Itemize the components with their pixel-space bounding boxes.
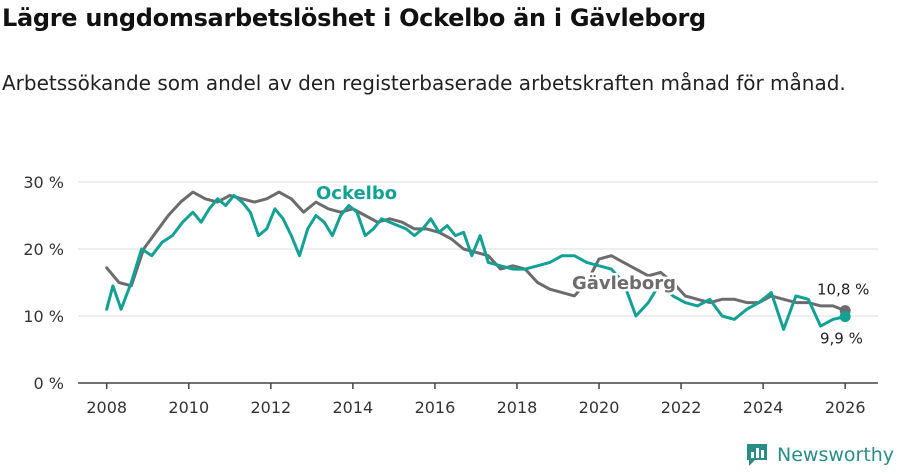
series-label-gavleborg: Gävleborg <box>572 273 676 294</box>
y-tick-label: 0 % <box>34 374 64 393</box>
x-tick-label: 2024 <box>743 398 784 417</box>
end-marker-ockelbo <box>839 311 851 323</box>
line-chart: 0 % 10 % 20 % 30 % 2008 2010 2012 2014 2016 2018 2… <box>23 173 878 417</box>
chart-title: Lägre ungdomsarbetslöshet i Ockelbo än i… <box>2 4 706 32</box>
y-tick-label: 30 % <box>23 173 64 192</box>
x-tick-label: 2010 <box>168 398 209 417</box>
x-tick-label: 2012 <box>250 398 291 417</box>
brand-logo: Newsworthy <box>745 442 894 468</box>
x-tick-label: 2008 <box>86 398 127 417</box>
y-tick-label: 10 % <box>23 307 64 326</box>
x-tick-label: 2022 <box>661 398 702 417</box>
x-tick-label: 2014 <box>333 398 374 417</box>
brand-name: Newsworthy <box>777 444 895 466</box>
x-tick-label: 2026 <box>825 398 866 417</box>
end-value-gavleborg: 10,8 % <box>817 281 869 299</box>
y-tick-label: 20 % <box>23 240 64 259</box>
x-tick-label: 2018 <box>497 398 538 417</box>
x-tick-label: 2016 <box>415 398 456 417</box>
x-tick-label: 2020 <box>579 398 620 417</box>
end-value-ockelbo: 9,9 % <box>820 330 863 348</box>
series-line-ockelbo <box>105 193 847 331</box>
chart-subtitle: Arbetssökande som andel av den registerb… <box>2 71 846 95</box>
series-label-ockelbo: Ockelbo <box>316 183 397 204</box>
newsworthy-logo-icon <box>747 444 767 466</box>
series-line-gävleborg <box>105 190 847 313</box>
